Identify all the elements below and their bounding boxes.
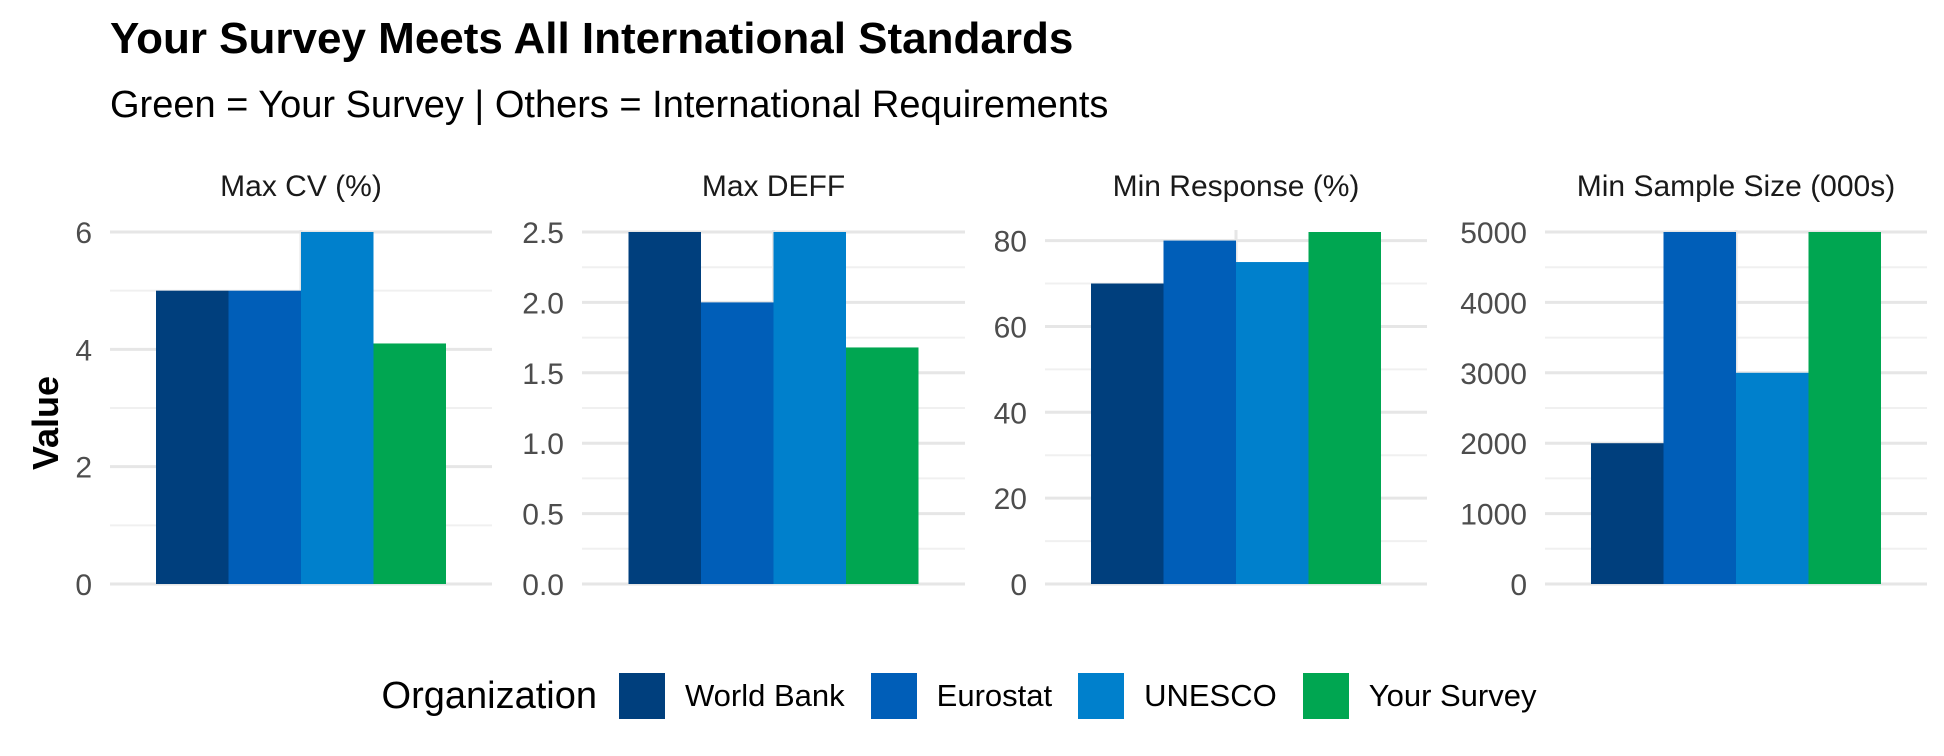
bar [1091, 283, 1164, 584]
legend: Organization World Bank Eurostat UNESCO … [0, 666, 1944, 726]
y-tick-label: 60 [994, 311, 1027, 344]
bar [628, 232, 701, 584]
bar [1591, 443, 1664, 584]
bar [846, 347, 919, 584]
facet-title: Min Response (%) [1113, 170, 1360, 203]
legend-title: Organization [381, 674, 597, 717]
faceted-bar-chart: 0 2 4 6 Max CV (%) 0.0 0.5 1.0 1.5 2.0 2.5 Max DEFF… [75, 170, 1927, 602]
y-tick-label: 4000 [1460, 287, 1527, 320]
legend-item-eurostat: Eurostat [870, 673, 1053, 719]
facet-title: Min Sample Size (000s) [1577, 170, 1895, 203]
y-tick-label: 20 [994, 483, 1027, 516]
y-tick-label: 1.5 [522, 358, 564, 391]
y-tick-label: 40 [994, 397, 1027, 430]
bar [1163, 240, 1236, 584]
facet-title: Max CV (%) [220, 170, 382, 203]
bar [773, 232, 846, 584]
chart-subtitle: Green = Your Survey | Others = Internati… [110, 84, 1109, 126]
y-tick-label: 2.0 [522, 287, 564, 320]
y-tick-label: 0 [1010, 569, 1027, 602]
legend-swatch [618, 673, 665, 719]
y-tick-label: 2.5 [522, 217, 564, 250]
legend-label: UNESCO [1144, 678, 1277, 713]
y-tick-label: 2 [75, 452, 92, 485]
legend-label: World Bank [684, 678, 845, 713]
legend-label: Eurostat [936, 678, 1053, 713]
legend-swatch [1078, 673, 1125, 719]
legend-item-your-survey: Your Survey [1302, 673, 1537, 719]
y-tick-label: 6 [75, 217, 92, 250]
bar [1308, 232, 1381, 584]
y-tick-label: 0 [1510, 569, 1527, 602]
y-tick-label: 0.5 [522, 499, 564, 532]
legend-swatch [1302, 673, 1349, 719]
bar [228, 290, 301, 584]
chart-title: Your Survey Meets All International Stan… [110, 14, 1074, 63]
legend-item-unesco: UNESCO [1078, 673, 1277, 719]
y-tick-label: 1000 [1460, 499, 1527, 532]
y-tick-label: 0 [75, 569, 92, 602]
y-tick-label: 1.0 [522, 428, 564, 461]
y-tick-label: 5000 [1460, 217, 1527, 250]
bar [301, 232, 374, 584]
y-tick-label: 4 [75, 334, 92, 367]
facet-title: Max DEFF [702, 170, 845, 203]
bar [1736, 372, 1809, 584]
legend-label: Your Survey [1368, 678, 1537, 713]
y-tick-label: 3000 [1460, 358, 1527, 391]
y-tick-label: 2000 [1460, 428, 1527, 461]
bar [156, 290, 229, 584]
y-tick-label: 80 [994, 226, 1027, 259]
legend-swatch [870, 673, 917, 719]
legend-item-world-bank: World Bank [618, 673, 845, 719]
bar [1663, 232, 1736, 584]
y-tick-label: 0.0 [522, 569, 564, 602]
bar [1236, 262, 1309, 584]
bar [701, 302, 774, 584]
bar [373, 343, 446, 584]
bar [1808, 232, 1881, 584]
